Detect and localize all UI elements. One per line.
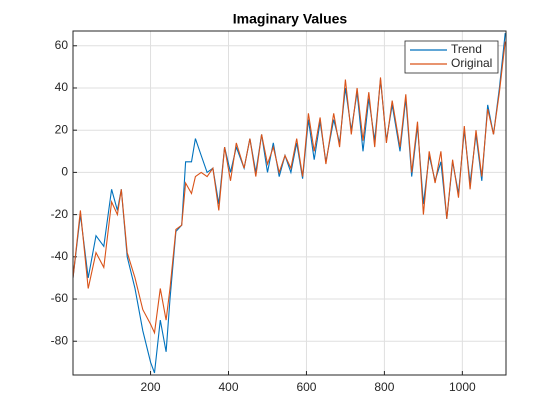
y-tick-label: 40 bbox=[55, 80, 69, 94]
plot bbox=[73, 33, 506, 374]
y-tick-label: 20 bbox=[55, 122, 69, 136]
y-tick-label: 0 bbox=[61, 165, 68, 179]
legend-box bbox=[404, 40, 499, 74]
legend-label: Original bbox=[451, 56, 492, 70]
series-line bbox=[73, 41, 506, 335]
axes-box bbox=[72, 30, 507, 376]
x-tick-label: 600 bbox=[296, 380, 316, 394]
x-tick-label: 200 bbox=[141, 380, 161, 394]
y-tick-label: -60 bbox=[51, 291, 69, 305]
chart-title: Imaginary Values bbox=[233, 11, 348, 27]
x-tick-label: 1000 bbox=[449, 380, 476, 394]
legend-label: Trend bbox=[451, 42, 482, 56]
y-tick-label: -40 bbox=[51, 249, 69, 263]
y-tick-label: -80 bbox=[51, 333, 69, 347]
x-tick-label: 800 bbox=[374, 380, 394, 394]
y-tick-label: 60 bbox=[55, 38, 69, 52]
y-tick-label: -20 bbox=[51, 207, 69, 221]
x-tick-label: 400 bbox=[218, 380, 238, 394]
